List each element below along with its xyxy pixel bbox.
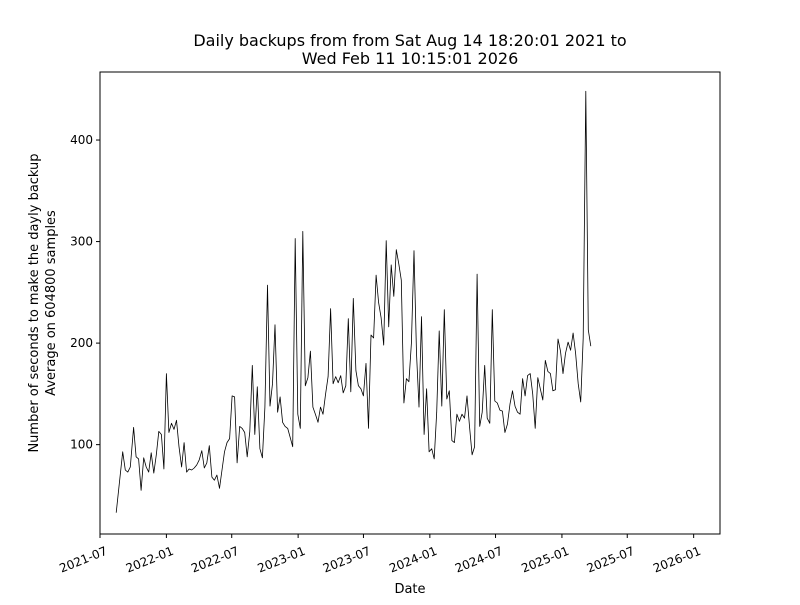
x-axis-label: Date bbox=[394, 582, 425, 597]
y-tick-label: 300 bbox=[70, 235, 93, 249]
data-line bbox=[115, 90, 592, 513]
chart-title-line-2: Wed Feb 11 10:15:01 2026 bbox=[302, 49, 519, 68]
y-tick-label: 200 bbox=[70, 336, 93, 350]
y-tick-label: 100 bbox=[70, 438, 93, 452]
plot-frame bbox=[99, 71, 721, 535]
y-axis-label: Number of seconds to make the dayly back… bbox=[27, 153, 59, 452]
y-axis-label-line-2: Average on 604800 samples bbox=[44, 210, 59, 396]
y-axis-label-line-1: Number of seconds to make the dayly back… bbox=[27, 153, 42, 452]
y-ticks: 100 200 300 400 bbox=[70, 133, 100, 452]
chart-title-line-1: Daily backups from from Sat Aug 14 18:20… bbox=[193, 31, 626, 50]
y-tick-label: 400 bbox=[70, 133, 93, 147]
